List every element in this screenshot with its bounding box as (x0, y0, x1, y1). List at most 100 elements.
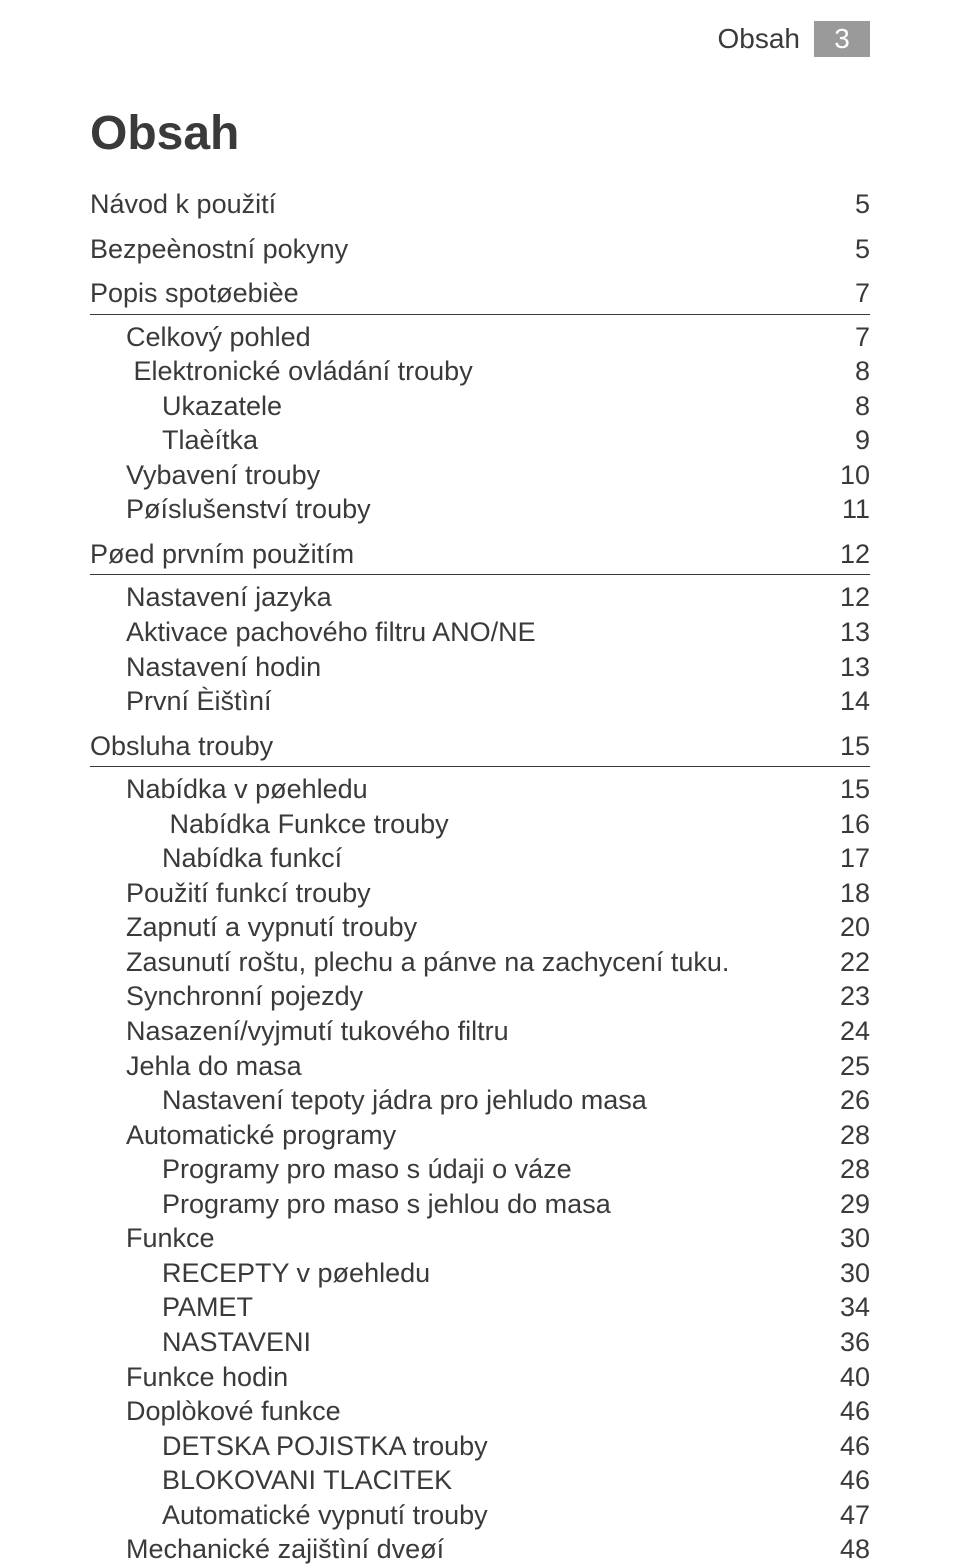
toc-row: Vybavení trouby 10 (90, 458, 870, 493)
toc-entry-label: Bezpeènostní pokyny (90, 232, 348, 267)
toc-row: Bezpeènostní pokyny5 (90, 232, 870, 267)
toc-entry-page: 26 (820, 1083, 870, 1118)
toc-row: Elektronické ovládání trouby 8 (90, 354, 870, 389)
toc-row: Návod k použití5 (90, 187, 870, 222)
toc-entry-label: Použití funkcí trouby (126, 876, 371, 911)
toc-row: Ukazatele 8 (90, 389, 870, 424)
toc-entry-label: BLOKOVANI TLACITEK (162, 1463, 452, 1498)
toc-row: RECEPTY v pøehledu30 (90, 1256, 870, 1291)
toc-entry-label: PAMET (162, 1290, 253, 1325)
toc-entry-label: Vybavení trouby (126, 458, 320, 493)
toc-entry-label: Mechanické zajištìní dveøí (126, 1532, 444, 1567)
header-section-label: Obsah (718, 23, 801, 55)
toc-row: Nabídka funkcí 17 (90, 841, 870, 876)
toc-row: Tlaèítka 9 (90, 423, 870, 458)
document-page: Obsah 3 Obsah Návod k použití5 Bezpeènost… (0, 0, 960, 1432)
toc-entry-page: 25 (820, 1049, 870, 1084)
toc-entry-label: Pøed prvním použitím (90, 537, 354, 572)
toc-entry-label: NASTAVENI (162, 1325, 311, 1360)
toc-entry-label: Nasazení/vyjmutí tukového filtru (126, 1014, 509, 1049)
toc-entry-label: Ukazatele (162, 389, 282, 424)
toc-entry-page: 23 (820, 979, 870, 1014)
toc-row: Nastavení tepoty jádra pro jehludo masa 2… (90, 1083, 870, 1118)
toc-entry-page: 36 (820, 1325, 870, 1360)
toc-entry-page: 20 (820, 910, 870, 945)
toc-entry-label: Tlaèítka (162, 423, 258, 458)
toc-entry-label: DETSKA POJISTKA trouby (162, 1429, 488, 1464)
toc-entry-page: 22 (820, 945, 870, 980)
toc-entry-page: 24 (820, 1014, 870, 1049)
toc-entry-page: 12 (820, 580, 870, 615)
toc-entry-page: 18 (820, 876, 870, 911)
toc-entry-page: 8 (820, 354, 870, 389)
toc-entry-page: 17 (820, 841, 870, 876)
toc-entry-label: Nabídka funkcí (162, 841, 342, 876)
toc-row: Nastavení hodin13 (90, 650, 870, 685)
toc-section-rule (90, 766, 870, 767)
toc-entry-label: Nastavení tepoty jádra pro jehludo masa (162, 1083, 647, 1118)
toc-entry-page: 8 (820, 389, 870, 424)
toc-entry-label: Nabídka Funkce trouby (162, 807, 449, 842)
toc-entry-label: Programy pro maso s údaji o váze (162, 1152, 572, 1187)
toc-entry-label: Nastavení hodin (126, 650, 321, 685)
toc-row: Pøíslušenství trouby11 (90, 492, 870, 527)
toc-entry-page: 12 (820, 537, 870, 572)
table-of-contents: Návod k použití5 Bezpeènostní pokyny5 Popi… (90, 187, 870, 1567)
toc-entry-page: 46 (820, 1463, 870, 1498)
toc-row: Funkce hodin40 (90, 1360, 870, 1395)
toc-row: Nastavení jazyka 12 (90, 580, 870, 615)
toc-row: Celkový pohled7 (90, 320, 870, 355)
toc-entry-page: 28 (820, 1118, 870, 1153)
toc-row: Popis spotøebièe7 (90, 276, 870, 311)
toc-entry-label: Obsluha trouby (90, 729, 273, 764)
toc-entry-page: 10 (820, 458, 870, 493)
toc-entry-page: 46 (820, 1429, 870, 1464)
toc-entry-page: 14 (820, 684, 870, 719)
toc-row: Jehla do masa 25 (90, 1049, 870, 1084)
toc-row: Nabídka v pøehledu15 (90, 772, 870, 807)
toc-entry-page: 9 (820, 423, 870, 458)
toc-entry-page: 29 (820, 1187, 870, 1222)
toc-row: Synchronní pojezdy23 (90, 979, 870, 1014)
toc-entry-label: Aktivace pachového filtru ANO/NE (126, 615, 536, 650)
toc-entry-label: Doplòkové funkce (126, 1394, 341, 1429)
toc-row: Nasazení/vyjmutí tukového filtru 24 (90, 1014, 870, 1049)
toc-row: Zapnutí a vypnutí trouby 20 (90, 910, 870, 945)
toc-entry-label: Nastavení jazyka (126, 580, 332, 615)
toc-entry-label: Programy pro maso s jehlou do masa (162, 1187, 611, 1222)
toc-row: Pøed prvním použitím 12 (90, 537, 870, 572)
toc-section-rule (90, 574, 870, 575)
toc-entry-page: 34 (820, 1290, 870, 1325)
toc-entry-page: 15 (820, 772, 870, 807)
toc-row: Automatické vypnutí trouby 47 (90, 1498, 870, 1533)
toc-row: NASTAVENI 36 (90, 1325, 870, 1360)
toc-row: Použití funkcí trouby 18 (90, 876, 870, 911)
toc-entry-page: 15 (820, 729, 870, 764)
toc-row: Programy pro maso s jehlou do masa 29 (90, 1187, 870, 1222)
toc-entry-page: 16 (820, 807, 870, 842)
toc-entry-label: Návod k použití (90, 187, 276, 222)
toc-row: Aktivace pachového filtru ANO/NE13 (90, 615, 870, 650)
page-title: Obsah (90, 106, 870, 161)
toc-row: Mechanické zajištìní dveøí 48 (90, 1532, 870, 1567)
toc-row: Zasunutí roštu, plechu a pánve na zachyc… (90, 945, 870, 980)
toc-entry-label: Elektronické ovládání trouby (126, 354, 473, 389)
page-number-badge: 3 (814, 21, 870, 57)
toc-row: První Èištìní 14 (90, 684, 870, 719)
toc-entry-label: Automatické vypnutí trouby (162, 1498, 488, 1533)
toc-entry-label: Zapnutí a vypnutí trouby (126, 910, 417, 945)
toc-entry-page: 28 (820, 1152, 870, 1187)
page-header: Obsah 3 (90, 0, 870, 64)
toc-entry-page: 7 (820, 276, 870, 311)
toc-entry-page: 7 (820, 320, 870, 355)
toc-section-gap (90, 527, 870, 537)
toc-row: Automatické programy28 (90, 1118, 870, 1153)
toc-row: DETSKA POJISTKA trouby 46 (90, 1429, 870, 1464)
toc-entry-label: První Èištìní (126, 684, 272, 719)
toc-entry-page: 48 (820, 1532, 870, 1567)
toc-row: Funkce30 (90, 1221, 870, 1256)
toc-row: Programy pro maso s údaji o váze 28 (90, 1152, 870, 1187)
toc-entry-page: 47 (820, 1498, 870, 1533)
toc-entry-label: Jehla do masa (126, 1049, 302, 1084)
toc-entry-label: Zasunutí roštu, plechu a pánve na zachyc… (126, 945, 729, 980)
